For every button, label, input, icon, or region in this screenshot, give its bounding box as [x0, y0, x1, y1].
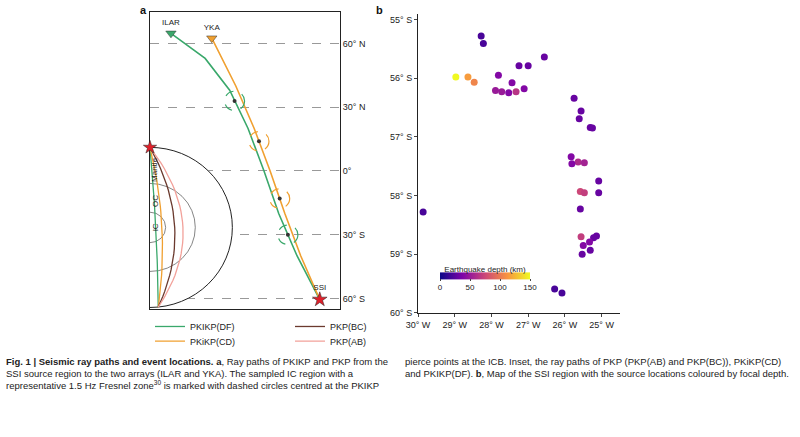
svg-text:55° S: 55° S [390, 15, 412, 25]
svg-text:0°: 0° [343, 166, 352, 176]
svg-text:0: 0 [438, 284, 443, 293]
svg-text:PKP(BC): PKP(BC) [330, 322, 367, 332]
svg-text:OC: OC [151, 195, 160, 207]
svg-text:SSI: SSI [313, 283, 326, 292]
svg-text:28° W: 28° W [479, 320, 504, 330]
svg-text:150: 150 [523, 284, 537, 293]
svg-text:56° S: 56° S [390, 73, 412, 83]
svg-text:100: 100 [493, 284, 507, 293]
svg-text:60° S: 60° S [343, 294, 365, 304]
svg-text:59° S: 59° S [390, 249, 412, 259]
svg-text:57° S: 57° S [390, 132, 412, 142]
svg-text:PKIKP(DF): PKIKP(DF) [190, 322, 235, 332]
svg-text:Earthquake depth (km): Earthquake depth (km) [444, 265, 526, 274]
svg-text:a: a [140, 4, 147, 16]
svg-text:27° W: 27° W [516, 320, 541, 330]
svg-text:PKiKP(CD): PKiKP(CD) [190, 337, 235, 347]
svg-text:50: 50 [466, 284, 475, 293]
svg-text:PKP(AB): PKP(AB) [330, 337, 366, 347]
svg-text:25° W: 25° W [589, 320, 614, 330]
svg-text:30° S: 30° S [343, 230, 365, 240]
svg-text:60° S: 60° S [390, 308, 412, 318]
svg-text:58° S: 58° S [390, 191, 412, 201]
svg-text:YKA: YKA [204, 23, 221, 32]
svg-text:ILAR: ILAR [162, 18, 180, 27]
svg-text:b: b [376, 4, 383, 16]
svg-text:Mantle: Mantle [150, 157, 159, 182]
svg-text:60° N: 60° N [343, 39, 366, 49]
html-text:Fig. 1 | Seismic ray paths and: Fig. 1 | Seismic ray paths and event loc… [6, 356, 789, 391]
svg-text:26° W: 26° W [553, 320, 578, 330]
svg-text:29° W: 29° W [442, 320, 467, 330]
svg-text:IC: IC [151, 223, 160, 231]
svg-text:30° N: 30° N [343, 102, 366, 112]
svg-text:30° W: 30° W [406, 320, 431, 330]
